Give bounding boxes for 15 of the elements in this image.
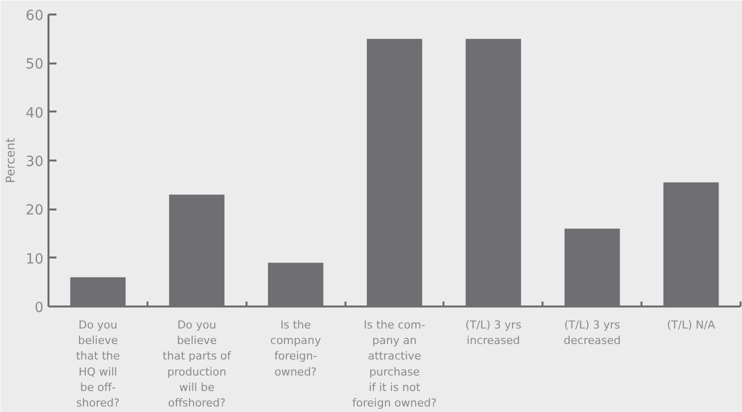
y-tick-label: 30 [26,154,44,170]
x-tick-label: (T/L) 3 yrs decreased [564,318,621,348]
x-tick-label: Is the com- pany an attractive purchase if it is not foreign owned? [352,318,437,410]
x-tick-label: Do you believe that the HQ will be off- shored? [76,318,120,410]
x-tick-label: (T/L) 3 yrs increased [465,318,522,348]
x-tick-label: Is the company foreign- owned? [270,318,322,378]
y-axis-title: Percent [4,138,18,184]
y-tick-label: 20 [26,202,44,219]
y-tick-label: 0 [34,300,44,316]
y-tick-label: 40 [26,105,44,122]
x-tick-label: Do you believe that parts of production will be offshored? [162,318,232,410]
x-tick-label: (T/L) N/A [667,318,716,332]
y-tick-label: 50 [26,56,44,73]
y-tick-label: 60 [26,8,44,24]
y-tick-label: 10 [26,251,44,268]
